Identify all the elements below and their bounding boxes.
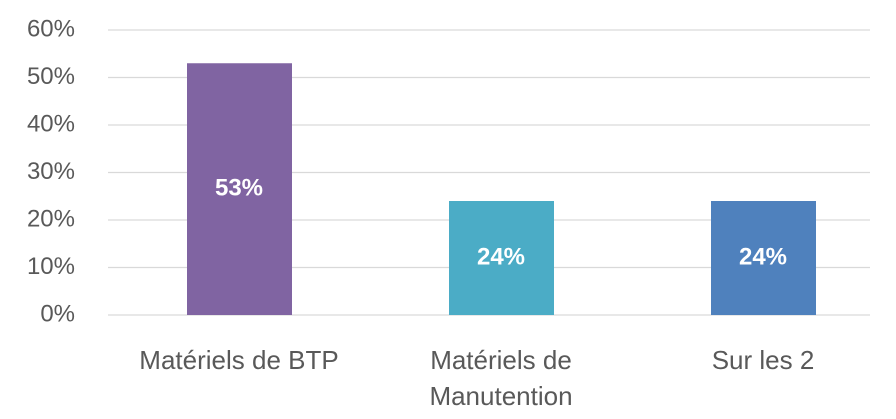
bar — [449, 201, 554, 315]
value-label: 24% — [477, 243, 525, 270]
bar — [711, 201, 816, 315]
x-tick-label: Matériels de BTP — [139, 345, 339, 375]
y-tick-label: 20% — [27, 205, 75, 232]
y-tick-label: 60% — [27, 15, 75, 42]
y-tick-label: 0% — [40, 300, 75, 327]
value-label: 24% — [739, 243, 787, 270]
value-label: 53% — [215, 174, 263, 201]
y-tick-label: 10% — [27, 253, 75, 280]
y-tick-label: 50% — [27, 63, 75, 90]
y-tick-label: 40% — [27, 110, 75, 137]
y-tick-label: 30% — [27, 158, 75, 185]
bar — [187, 63, 292, 315]
x-tick-label: Matériels de Manutention — [429, 345, 573, 411]
x-tick-label: Sur les 2 — [711, 345, 815, 375]
